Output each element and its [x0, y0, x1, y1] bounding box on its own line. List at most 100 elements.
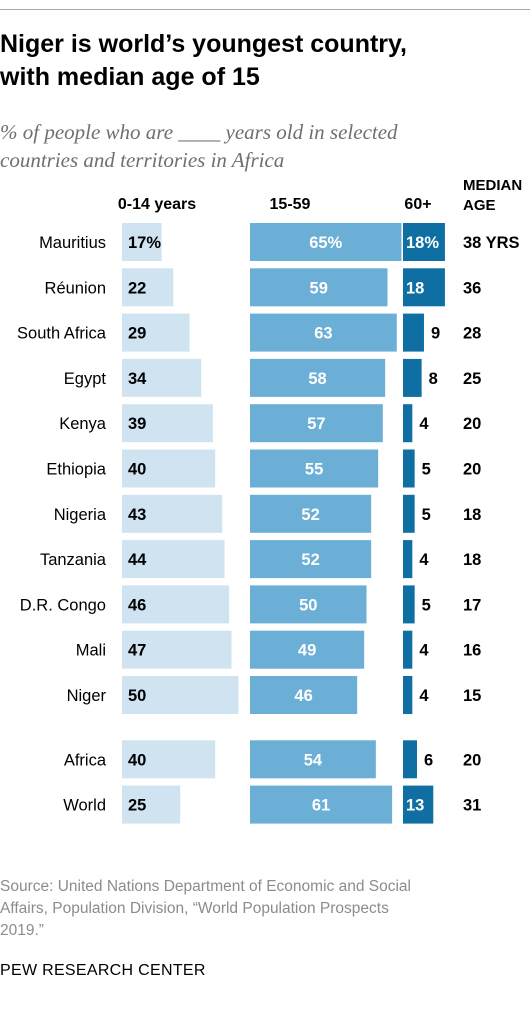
bar [250, 449, 379, 488]
median-age-label: 31 [463, 797, 481, 815]
category-label: Kenya [59, 415, 107, 433]
median-age-label: 20 [463, 415, 481, 433]
category-label: World [63, 797, 106, 815]
column-header: 60+ [404, 196, 431, 213]
bar [122, 449, 216, 488]
source-line: Source: United Nations Department of Eco… [0, 878, 411, 895]
bar [122, 223, 162, 261]
bar [403, 540, 413, 579]
bar [122, 313, 190, 352]
median-age-header: AGE [463, 197, 496, 214]
data-label: 52 [301, 506, 319, 524]
bar [122, 740, 216, 779]
median-age-label: 28 [463, 325, 481, 343]
bar [122, 785, 181, 824]
data-label: 40 [128, 461, 146, 479]
data-label: 40 [128, 751, 146, 769]
data-label: 6 [424, 751, 433, 769]
organization-credit: PEW RESEARCH CENTER [0, 962, 206, 979]
data-label: 5 [422, 596, 431, 614]
column-header: 15-59 [270, 196, 311, 213]
data-label: 4 [419, 551, 429, 569]
median-age-label: 18 [463, 551, 481, 569]
bar [250, 785, 393, 824]
data-label: 8 [429, 370, 438, 388]
bar [250, 540, 372, 579]
bar [122, 630, 232, 669]
bar [403, 358, 422, 397]
bar [122, 268, 174, 307]
source-line: 2019.” [0, 922, 44, 939]
title-line: with median age of 15 [0, 63, 260, 91]
data-label: 63 [314, 325, 332, 343]
median-age-label: 16 [463, 642, 481, 660]
data-label: 4 [419, 642, 429, 660]
data-label: 4 [419, 415, 429, 433]
median-age-label: 20 [463, 461, 481, 479]
category-label: Africa [64, 751, 107, 769]
bar [250, 740, 376, 779]
bar [250, 585, 367, 624]
column-header: 0-14 years [118, 196, 196, 213]
category-label: Niger [67, 687, 107, 705]
category-label: D.R. Congo [20, 596, 106, 614]
chart-subtitle: % of people who are ____ years old in se… [0, 118, 520, 174]
data-label: 13 [406, 797, 424, 815]
bar [122, 676, 239, 714]
data-label: 50 [299, 596, 317, 614]
bar [403, 223, 445, 261]
bar [250, 404, 383, 443]
bar [122, 540, 225, 579]
data-label: 50 [128, 687, 146, 705]
bar [122, 585, 230, 624]
source-line: Affairs, Population Division, “World Pop… [0, 900, 389, 917]
data-label: 34 [128, 370, 147, 388]
subtitle-line: % of people who are ____ years old in se… [0, 120, 398, 144]
data-label: 5 [422, 461, 431, 479]
bar [403, 449, 415, 488]
subtitle-line: countries and territories in Africa [0, 148, 285, 172]
bar [250, 223, 402, 261]
data-label: 46 [294, 687, 312, 705]
title-line: Niger is world’s youngest country, [0, 30, 408, 58]
data-label: 29 [128, 325, 146, 343]
data-label: 4 [419, 687, 429, 705]
data-label: 65% [309, 234, 342, 252]
data-label: 52 [301, 551, 319, 569]
bar [403, 494, 415, 533]
data-label: 57 [307, 415, 325, 433]
median-age-label: 18 [463, 506, 481, 524]
bar [403, 585, 415, 624]
data-label: 39 [128, 415, 146, 433]
bar [250, 676, 358, 714]
data-label: 9 [431, 325, 440, 343]
category-label: Mali [76, 642, 106, 660]
bar [403, 404, 413, 443]
category-label: Réunion [45, 279, 106, 297]
data-label: 5 [422, 506, 431, 524]
category-label: Ethiopia [46, 461, 106, 479]
source-note: Source: United Nations Department of Eco… [0, 876, 520, 942]
data-label: 46 [128, 596, 146, 614]
bar [250, 630, 365, 669]
median-age-label: 17 [463, 596, 481, 614]
data-label: 55 [305, 461, 323, 479]
chart-title: Niger is world’s youngest country, with … [0, 28, 520, 94]
bar [250, 358, 386, 397]
bar [403, 676, 413, 714]
bar [403, 740, 417, 779]
median-age-header: MEDIAN [463, 180, 522, 194]
median-age-label: 38 YRS [463, 234, 520, 252]
category-label: Tanzania [40, 551, 107, 569]
data-label: 18 [406, 279, 424, 297]
data-label: 44 [128, 551, 147, 569]
category-label: Mauritius [39, 234, 106, 252]
data-label: 54 [304, 751, 323, 769]
data-label: 43 [128, 506, 146, 524]
bar [122, 404, 213, 443]
bar [403, 268, 445, 307]
data-label: 61 [312, 797, 330, 815]
top-rule [0, 9, 530, 10]
age-distribution-chart: 0-14 years 15-59 60+ MEDIAN AGE Mauritius 17% 6… [17, 180, 522, 824]
category-label: Egypt [64, 370, 107, 388]
